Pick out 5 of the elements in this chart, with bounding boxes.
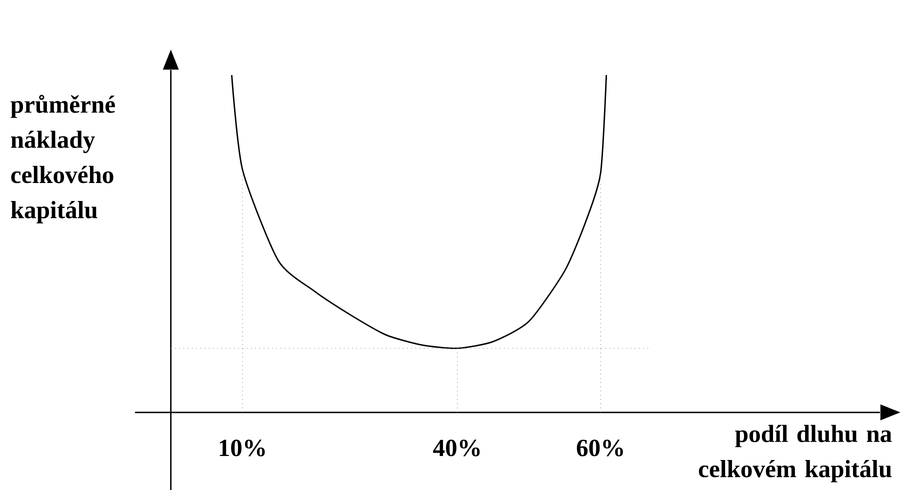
x-tick-label: 60% xyxy=(576,440,623,456)
x-axis-title: podíl dluhu na celkovém kapitálu xyxy=(698,424,892,482)
y-axis-title: průměrné náklady celkového kapitálu xyxy=(10,94,115,224)
x-tick-label: 10% xyxy=(220,440,265,456)
x-tick-label: 40% xyxy=(433,440,480,456)
